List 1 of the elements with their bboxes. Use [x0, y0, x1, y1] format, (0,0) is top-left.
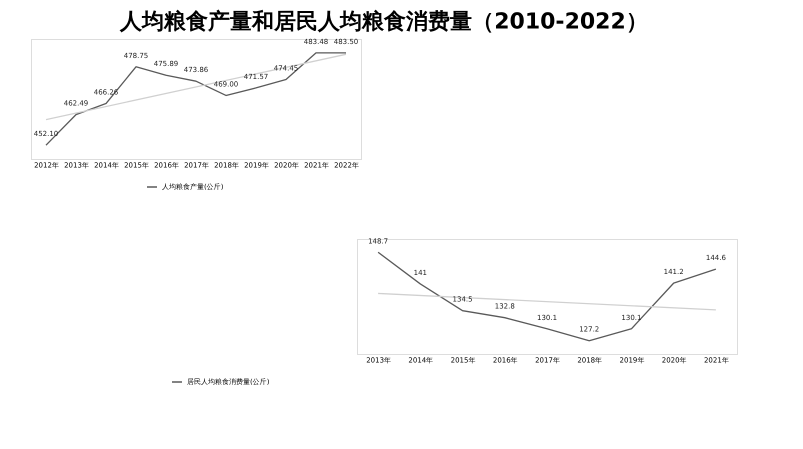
- chart-title: 人均粮食产量和居民人均粮食消费量（2010-2022）: [119, 8, 648, 34]
